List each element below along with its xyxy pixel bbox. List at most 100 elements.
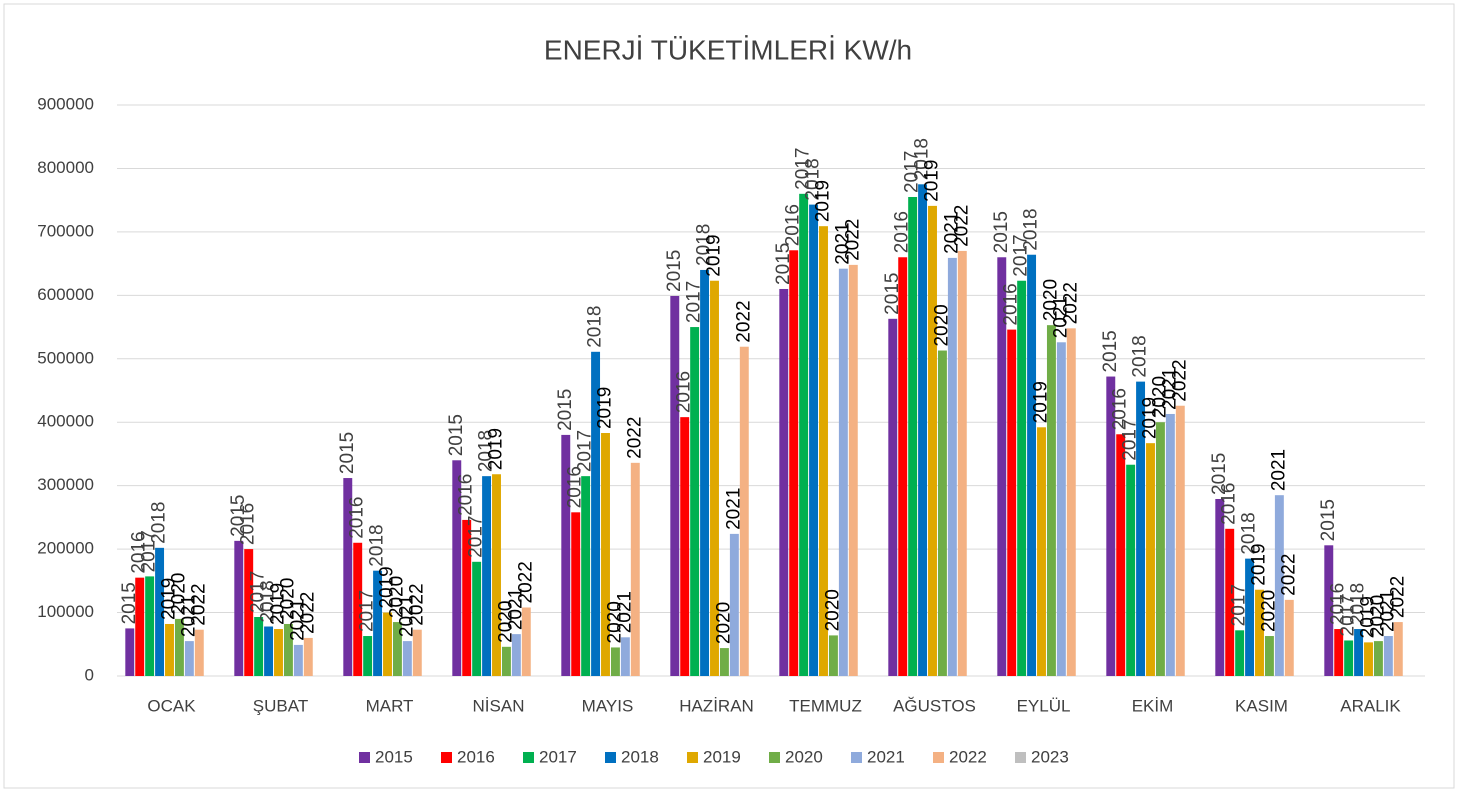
bar [165, 623, 174, 676]
bar [620, 637, 630, 676]
data-label: 2015 [337, 432, 358, 474]
data-label: 2020 [495, 601, 516, 643]
bar [1175, 405, 1185, 676]
data-label: 2019 [922, 160, 943, 202]
bar [700, 269, 710, 676]
data-label: 2018 [585, 306, 606, 348]
legend-label: 2020 [785, 747, 823, 766]
data-label: 2020 [1367, 595, 1388, 637]
x-tick-label: TEMMUZ [789, 696, 862, 715]
data-label: 2019 [1031, 381, 1052, 423]
legend-label: 2022 [949, 747, 987, 766]
x-tick-label: MAYIS [582, 696, 634, 715]
y-tick-label: 400000 [37, 412, 94, 431]
bar [1324, 545, 1334, 676]
data-label: 2021 [723, 488, 744, 530]
bar [601, 433, 610, 676]
data-label: 2018 [367, 524, 388, 566]
data-label: 2017 [139, 530, 160, 572]
x-tick-label: ŞUBAT [253, 696, 308, 715]
x-tick-label: EYLÜL [1017, 696, 1071, 715]
bar [1037, 427, 1046, 676]
data-label: 2021 [1377, 590, 1398, 632]
bar [809, 204, 819, 676]
bar [1373, 641, 1383, 676]
data-label: 2018 [1021, 208, 1042, 250]
legend-swatch [359, 752, 370, 763]
bar [1106, 376, 1116, 676]
data-label: 2016 [1001, 283, 1022, 325]
data-label: 2020 [1040, 279, 1061, 321]
data-label: 2021 [505, 588, 526, 630]
bar [412, 629, 422, 676]
data-label: 2017 [684, 281, 705, 323]
data-label: 2021 [396, 595, 417, 637]
bar [482, 476, 492, 676]
bar [194, 629, 204, 676]
bar [789, 250, 799, 676]
x-tick-label: EKİM [1132, 696, 1174, 715]
data-label: 2021 [941, 212, 962, 254]
data-label: 2020 [386, 576, 407, 618]
bar [571, 512, 581, 676]
bar [947, 257, 957, 676]
bar [1215, 498, 1225, 676]
data-label: 2020 [168, 573, 189, 615]
y-tick-label: 700000 [37, 221, 94, 240]
data-label: 2015 [119, 582, 140, 624]
data-label: 2022 [1169, 359, 1190, 401]
bar [1255, 589, 1264, 676]
data-label: 2015 [773, 243, 794, 285]
legend-swatch [769, 752, 780, 763]
bar [1126, 464, 1136, 676]
bar [719, 648, 729, 676]
bar [1165, 413, 1175, 676]
data-label: 2020 [822, 589, 843, 631]
bar [293, 644, 303, 676]
bar [1393, 622, 1403, 676]
data-label: 2022 [406, 583, 427, 625]
data-label: 2019 [268, 583, 289, 625]
data-label: 2018 [258, 580, 279, 622]
bar [908, 196, 918, 676]
bar [799, 193, 809, 677]
bar [1116, 434, 1126, 676]
data-label: 2017 [1011, 234, 1032, 276]
bar [1225, 528, 1235, 676]
bar [1146, 443, 1155, 676]
data-label: 2019 [595, 387, 616, 429]
data-label: 2017 [248, 571, 269, 613]
data-label: 2022 [1278, 554, 1299, 596]
bar [937, 350, 947, 676]
bar [363, 636, 373, 676]
data-label: 2018 [803, 158, 824, 200]
bar [1245, 558, 1255, 676]
y-tick-label: 500000 [37, 348, 94, 367]
data-label: 2021 [287, 599, 308, 641]
x-tick-label: HAZİRAN [679, 696, 754, 715]
data-label: 2016 [674, 371, 695, 413]
bar [1344, 640, 1354, 676]
data-label: 2018 [912, 138, 933, 180]
data-label: 2015 [1318, 499, 1339, 541]
data-label: 2017 [1338, 594, 1359, 636]
bar [452, 460, 462, 676]
data-label: 2017 [1229, 584, 1250, 626]
data-label: 2015 [446, 414, 467, 456]
bar [1027, 254, 1037, 676]
data-label: 2015 [1100, 330, 1121, 372]
bar [670, 295, 680, 676]
bar [392, 622, 402, 676]
data-label: 2022 [733, 300, 754, 342]
bar [997, 257, 1007, 676]
bar [1354, 629, 1364, 676]
bar [283, 623, 293, 676]
data-label: 2021 [1050, 296, 1071, 338]
bar [1017, 280, 1027, 676]
data-label: 2022 [951, 205, 972, 247]
bar [1056, 342, 1066, 676]
bar [155, 547, 165, 676]
data-label: 2021 [1159, 368, 1180, 410]
bar [383, 612, 392, 676]
